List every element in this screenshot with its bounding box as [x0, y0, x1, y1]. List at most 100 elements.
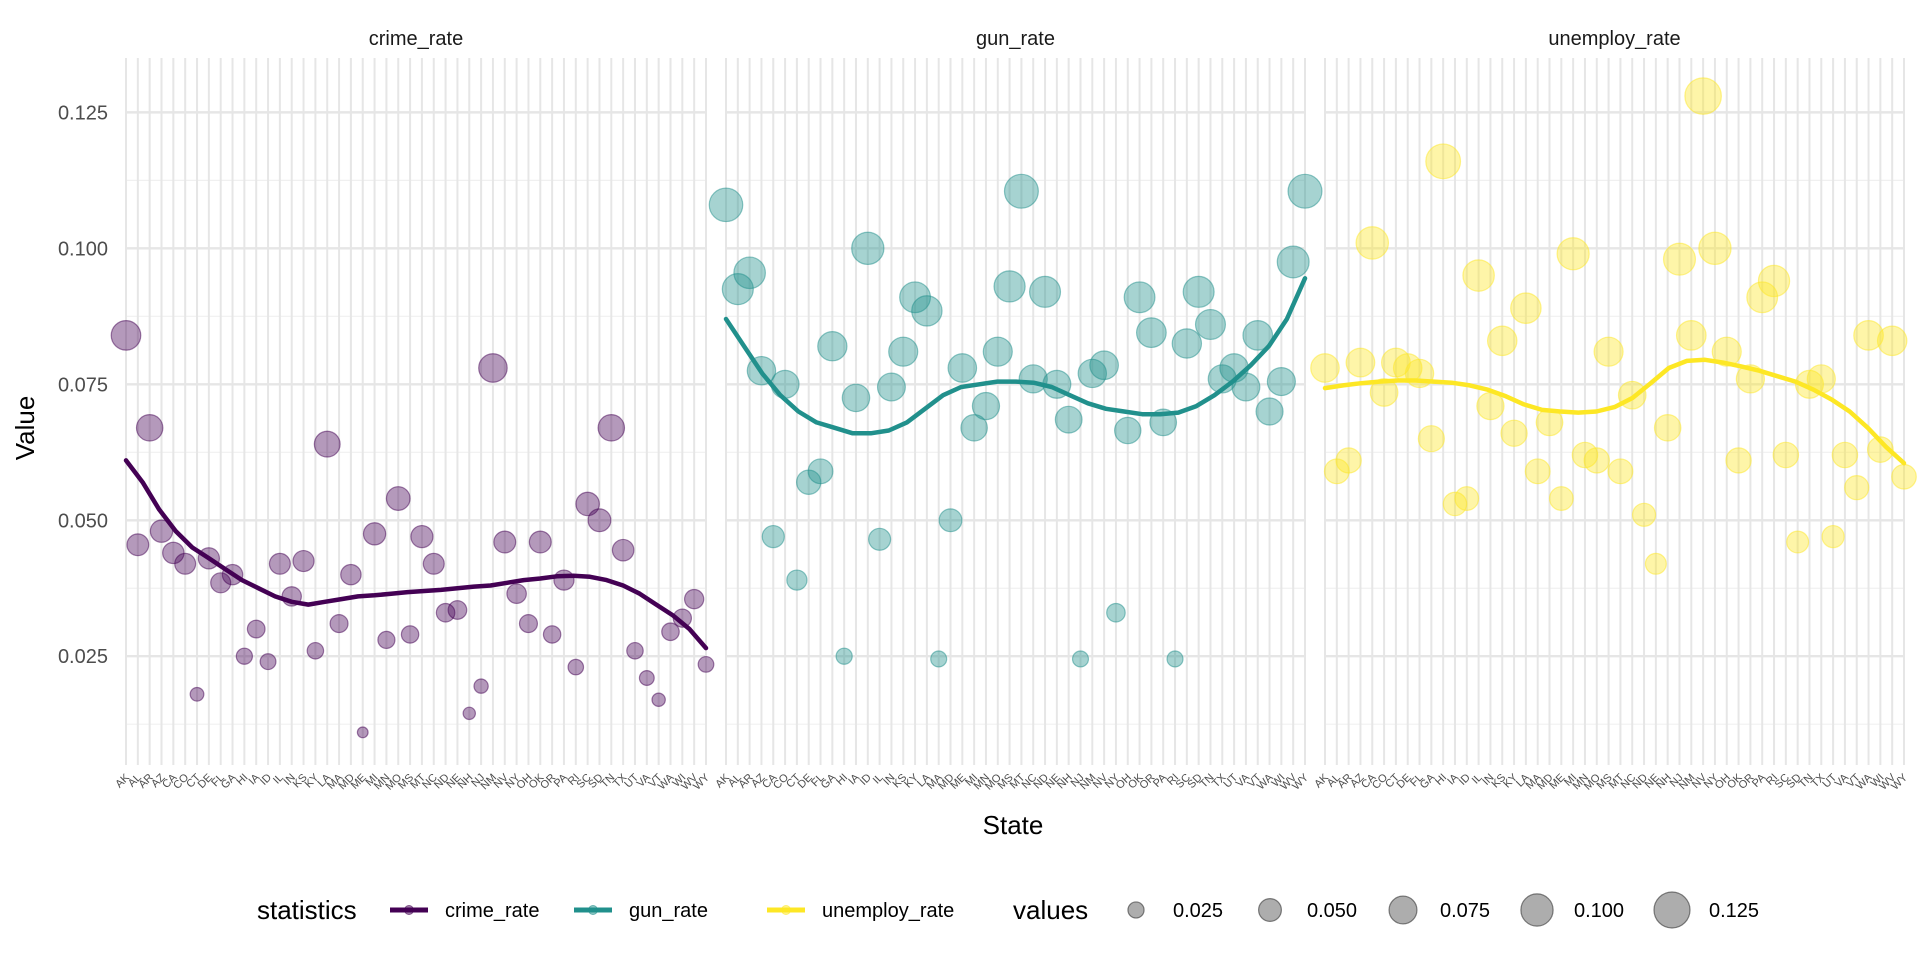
data-point [1725, 447, 1752, 474]
data-point [841, 383, 871, 413]
trend-line [1322, 357, 1907, 466]
data-point [1631, 502, 1657, 527]
data-point [235, 647, 254, 665]
data-point [1310, 353, 1340, 383]
facet-panel-gun_rate: gun_rateAKALARAZCACOCTDEFLGAHIIAIDILINKS… [708, 28, 1323, 793]
data-point [1425, 143, 1462, 180]
data-point [210, 572, 232, 594]
data-point [340, 563, 362, 586]
data-point [1486, 325, 1518, 357]
data-point [1746, 281, 1779, 314]
data-point [567, 658, 585, 676]
data-point [807, 458, 834, 485]
size-legend-circle [1388, 895, 1418, 925]
data-point [611, 538, 635, 562]
data-point [733, 256, 766, 290]
data-point [506, 583, 527, 605]
data-point [1454, 486, 1480, 511]
data-point [971, 391, 1001, 421]
data-point [1524, 458, 1551, 485]
size-legend-label: 0.075 [1440, 900, 1490, 922]
data-point [1369, 378, 1399, 407]
data-point [899, 281, 932, 314]
y-tick-label: 0.100 [58, 238, 108, 260]
data-point [1028, 275, 1062, 308]
data-point [1054, 405, 1083, 434]
legend-label-gun_rate: gun_rate [629, 900, 708, 922]
facet-title: crime_rate [369, 28, 463, 50]
facet-title: unemploy_rate [1548, 28, 1680, 50]
data-point [478, 353, 508, 383]
data-point [708, 187, 744, 223]
data-point [1276, 245, 1310, 279]
data-point [528, 530, 552, 554]
data-point [1500, 419, 1528, 447]
size-legend-label: 0.100 [1574, 900, 1624, 922]
data-point [356, 726, 369, 739]
data-point [597, 414, 626, 442]
size-legend-label: 0.025 [1173, 900, 1223, 922]
data-point [1345, 347, 1376, 378]
data-point [1772, 441, 1800, 469]
data-point [1135, 317, 1167, 349]
data-point [1003, 173, 1039, 209]
data-point [770, 369, 800, 399]
data-point [542, 625, 562, 644]
data-point [1844, 474, 1870, 501]
legend-key-point [404, 905, 414, 915]
data-point [1866, 436, 1894, 463]
data-point [1123, 281, 1156, 314]
data-point [888, 336, 919, 367]
data-point [1583, 447, 1610, 474]
data-point [651, 692, 666, 707]
size-legend-label: 0.050 [1307, 900, 1357, 922]
data-point [292, 549, 315, 573]
data-point [1171, 328, 1203, 359]
data-point [1891, 463, 1917, 490]
data-point [174, 552, 197, 575]
data-point [1114, 416, 1142, 445]
data-point [313, 430, 341, 458]
data-point [993, 270, 1026, 303]
data-point [110, 320, 142, 351]
data-point [149, 519, 174, 543]
data-point [1335, 447, 1362, 474]
data-point [661, 622, 680, 642]
size-legend-label: 0.125 [1709, 900, 1759, 922]
data-point [1556, 237, 1590, 271]
y-tick-label: 0.025 [58, 646, 108, 668]
facet-panel-unemploy_rate: unemploy_rateAKALARAZCACOCTDEFLGAHIIAIDI… [1310, 28, 1917, 793]
data-point [1684, 77, 1722, 115]
data-point [1462, 259, 1495, 292]
data-point [876, 372, 906, 402]
data-point [1644, 552, 1667, 575]
data-point [377, 630, 396, 650]
data-point [1442, 491, 1468, 517]
data-point [851, 231, 885, 266]
legend-key-point [781, 905, 791, 915]
data-point [938, 508, 963, 533]
data-point [400, 625, 420, 644]
data-point [575, 491, 600, 517]
data-point [1786, 530, 1810, 554]
data-point [683, 588, 705, 610]
legend-label-unemploy_rate: unemploy_rate [822, 900, 954, 922]
data-point [1653, 414, 1682, 442]
data-point [1876, 325, 1908, 357]
data-point [1266, 366, 1296, 397]
data-point [1166, 650, 1184, 668]
size-legend-circle [1127, 901, 1145, 919]
data-point [362, 522, 387, 546]
data-point [817, 331, 848, 362]
data-point [1593, 336, 1624, 367]
trend-line [723, 276, 1308, 436]
data-point [385, 486, 411, 511]
data-point [246, 619, 266, 639]
data-point [189, 686, 205, 702]
data-point [697, 655, 715, 673]
legend-title-statistics: statistics [257, 895, 357, 925]
y-axis-title: Value [10, 396, 40, 461]
data-point [911, 295, 943, 327]
data-point [947, 353, 978, 383]
data-point [473, 678, 489, 694]
